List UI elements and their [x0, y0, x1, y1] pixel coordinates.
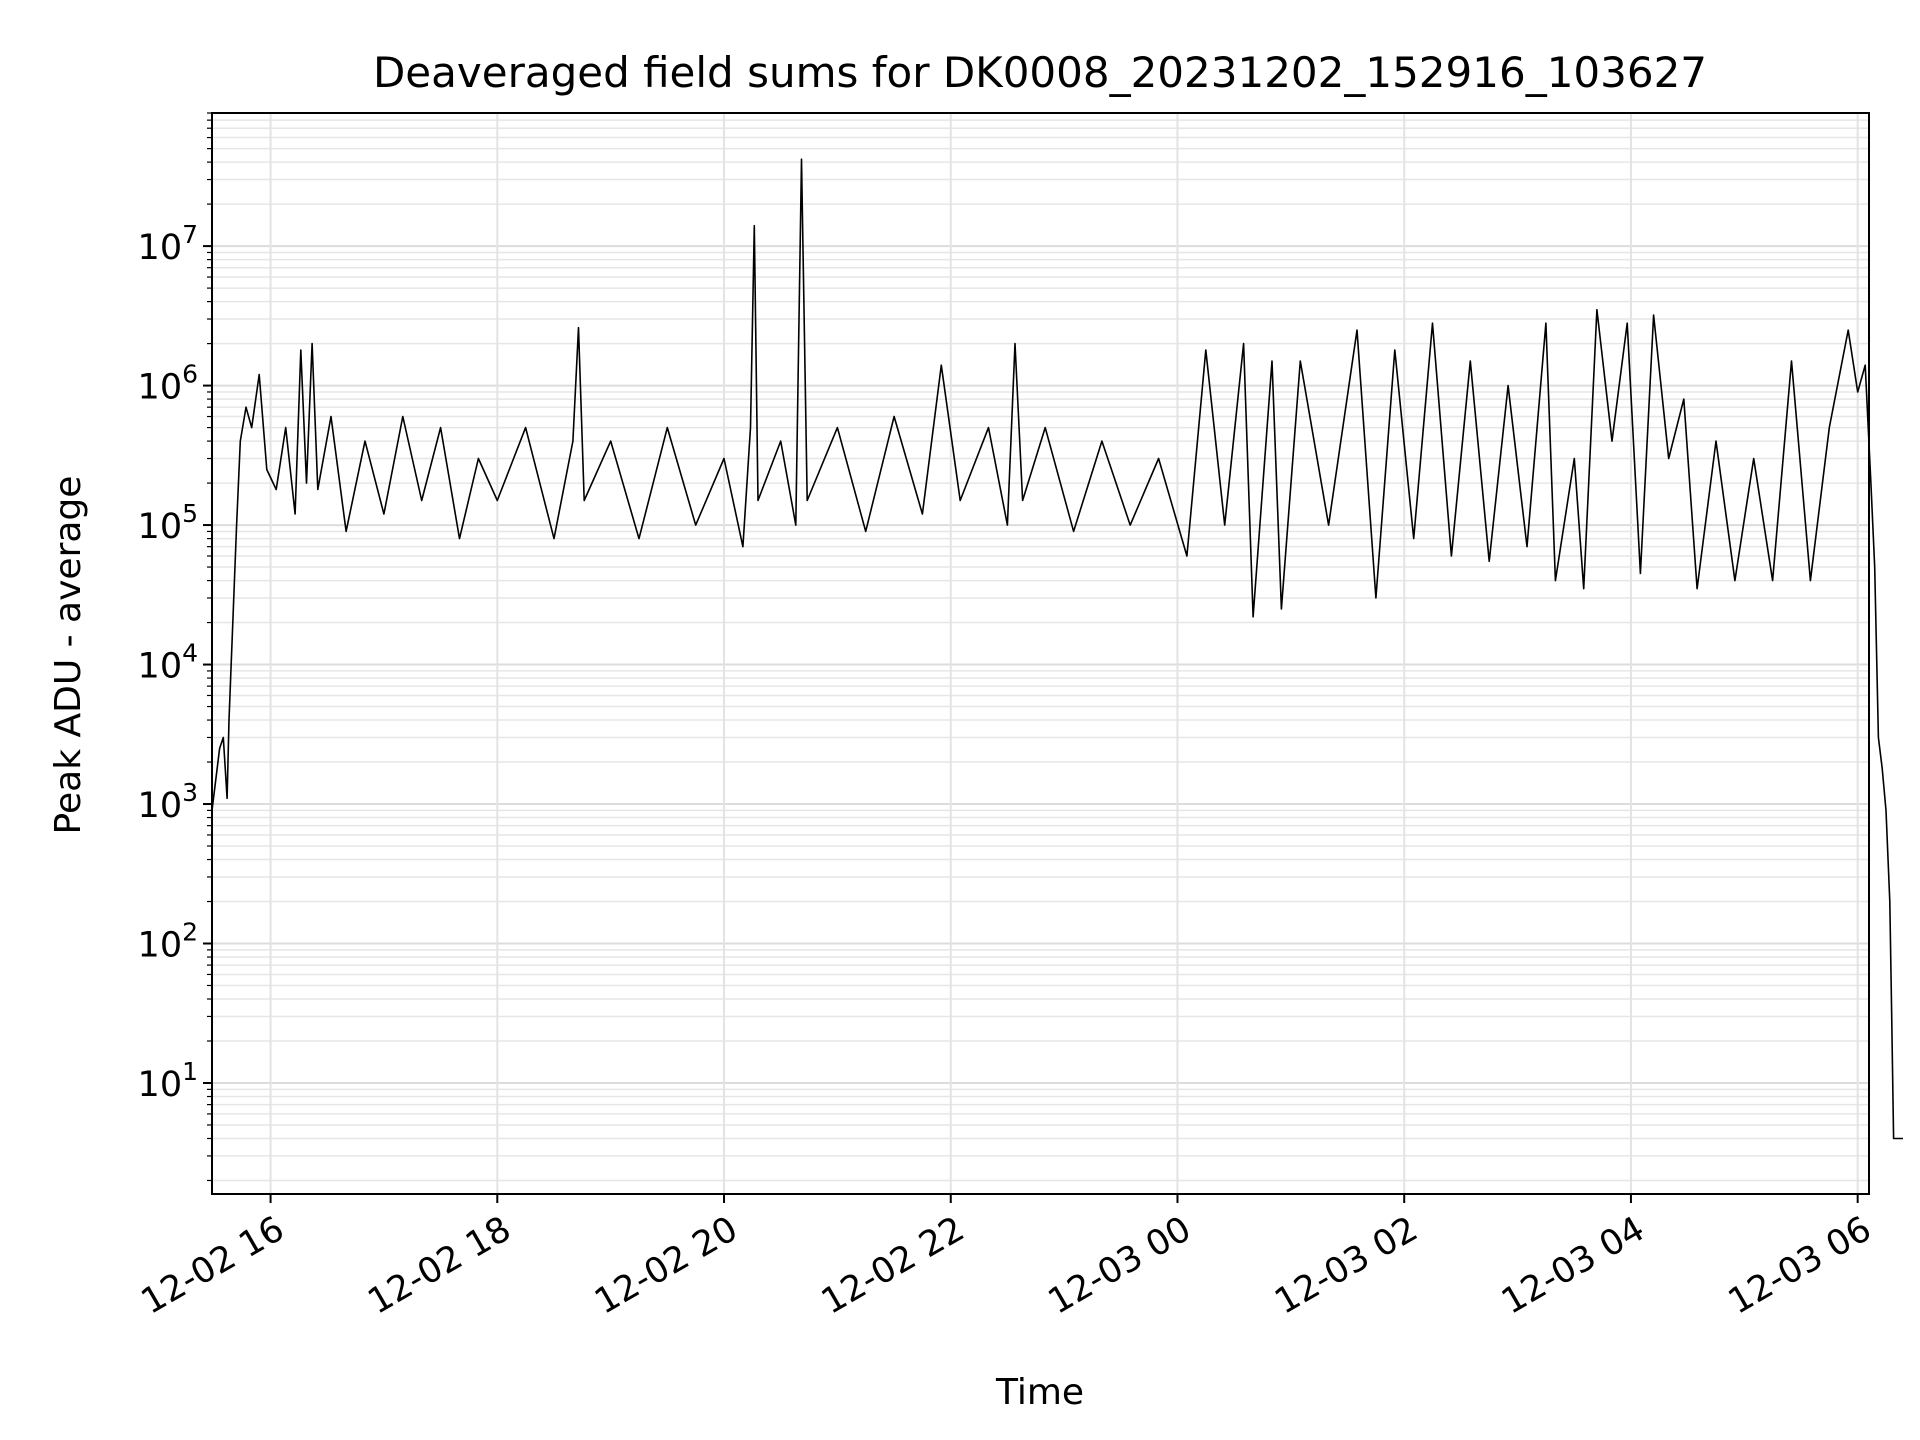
- y-tick-exponent: 7: [182, 220, 198, 249]
- y-tick-label: 103: [138, 778, 198, 826]
- y-tick-base: 10: [138, 647, 183, 687]
- y-tick-exponent: 2: [182, 918, 198, 947]
- y-tick-base: 10: [138, 368, 183, 408]
- y-tick-label: 105: [138, 499, 198, 547]
- y-axis-label: Peak ADU - average: [48, 476, 89, 835]
- x-axis-label: Time: [995, 1372, 1084, 1413]
- plot-frame: [211, 112, 1870, 1195]
- y-tick-base: 10: [138, 507, 183, 547]
- y-tick-exponent: 4: [182, 639, 198, 668]
- y-tick-base: 10: [138, 228, 183, 268]
- y-tick-label: 107: [138, 220, 198, 268]
- y-tick-exponent: 1: [182, 1057, 198, 1086]
- y-tick-base: 10: [138, 926, 183, 966]
- y-tick-label: 106: [138, 360, 198, 408]
- y-tick-exponent: 5: [182, 499, 198, 528]
- grid: [212, 112, 1869, 1194]
- y-tick-label: 104: [138, 639, 198, 687]
- y-tick-base: 10: [138, 786, 183, 826]
- y-tick-base: 10: [138, 1065, 183, 1105]
- y-tick-label: 102: [138, 918, 198, 966]
- chart-title: Deaveraged field sums for DK0008_2023120…: [373, 48, 1707, 97]
- y-tick-exponent: 3: [182, 778, 198, 807]
- series-line-0: [211, 158, 1903, 1140]
- y-tick-exponent: 6: [182, 360, 198, 389]
- series-group: [211, 158, 1903, 1140]
- y-tick-label: 101: [138, 1057, 198, 1105]
